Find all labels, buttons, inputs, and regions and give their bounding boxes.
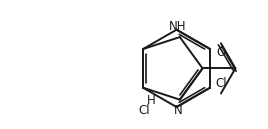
Text: H: H xyxy=(147,94,156,107)
Text: Cl: Cl xyxy=(215,77,227,90)
Text: Cl: Cl xyxy=(139,104,150,117)
Text: NH: NH xyxy=(169,20,187,33)
Text: O: O xyxy=(216,46,226,59)
Text: N: N xyxy=(173,103,182,116)
